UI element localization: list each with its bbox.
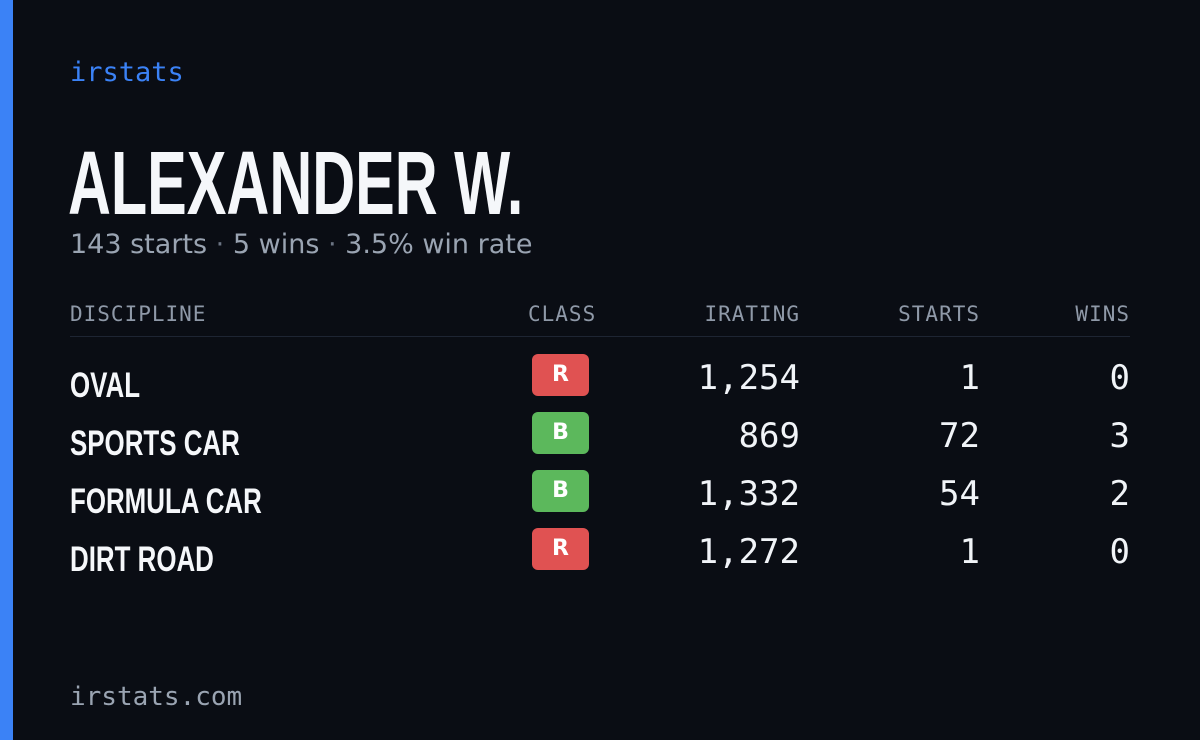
class-badge: B: [532, 470, 589, 512]
irating-value: 1,272: [697, 532, 800, 572]
win-rate: 3.5% win rate: [345, 229, 533, 260]
starts-value: 1: [959, 532, 980, 572]
driver-name: ALEXANDER W.: [68, 134, 524, 234]
starts-value: 72: [939, 416, 980, 456]
summary-separator: ·: [327, 229, 337, 260]
discipline-name: OVAL: [70, 366, 141, 405]
table-row: FORMULA CAR B 1,332 54 2: [70, 470, 1130, 528]
irating-value: 1,332: [697, 474, 800, 514]
discipline-name: DIRT ROAD: [70, 540, 214, 579]
starts-count: 143 starts: [70, 229, 208, 260]
header-starts: STARTS: [898, 302, 980, 326]
summary-separator: ·: [215, 229, 225, 260]
accent-bar: [0, 0, 13, 740]
discipline-name: FORMULA CAR: [70, 482, 262, 521]
table-row: OVAL R 1,254 1 0: [70, 354, 1130, 412]
header-wins: WINS: [1075, 302, 1130, 326]
footer-url[interactable]: irstats.com: [70, 682, 243, 712]
brand-logo: irstats: [70, 57, 184, 88]
wins-value: 3: [1109, 416, 1130, 456]
discipline-name: SPORTS CAR: [70, 424, 240, 463]
header-class: CLASS: [528, 302, 597, 326]
header-irating: IRATING: [704, 302, 800, 326]
table-body: OVAL R 1,254 1 0 SPORTS CAR B 869 72 3 F…: [70, 354, 1130, 586]
driver-summary: 143 starts · 5 wins · 3.5% win rate: [70, 228, 532, 262]
table-row: DIRT ROAD R 1,272 1 0: [70, 528, 1130, 586]
wins-value: 0: [1109, 532, 1130, 572]
starts-value: 1: [959, 358, 980, 398]
wins-value: 0: [1109, 358, 1130, 398]
table-row: SPORTS CAR B 869 72 3: [70, 412, 1130, 470]
class-badge: B: [532, 412, 589, 454]
class-badge: R: [532, 528, 589, 570]
discipline-table: DISCIPLINE CLASS IRATING STARTS WINS OVA…: [70, 298, 1130, 586]
starts-value: 54: [939, 474, 980, 514]
table-header: DISCIPLINE CLASS IRATING STARTS WINS: [70, 298, 1130, 337]
wins-count: 5 wins: [232, 229, 320, 260]
irating-value: 1,254: [697, 358, 800, 398]
class-badge: R: [532, 354, 589, 396]
irating-value: 869: [738, 416, 800, 456]
wins-value: 2: [1109, 474, 1130, 514]
header-discipline: DISCIPLINE: [70, 302, 207, 326]
